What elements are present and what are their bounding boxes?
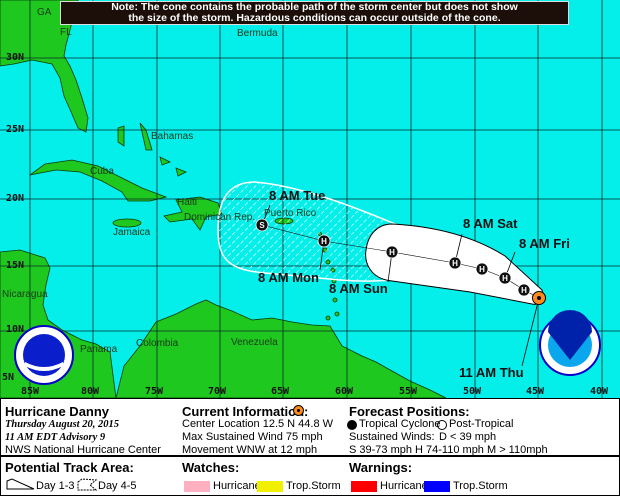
watches-title: Watches: [182,460,240,475]
place-panama: Panama [80,344,118,355]
lon-label: 55W [399,386,418,397]
noaa-logo [539,310,601,376]
forecast-point-symbol: H [502,274,508,283]
forecast-label-thu: 11 AM Thu [459,365,524,380]
place-nicaragua: Nicaragua [2,289,48,300]
day-1-3-label: Day 1-3 [36,480,75,492]
lon-label: 50W [463,386,482,397]
center-location: Center Location 12.5 N 44.8 W [182,418,334,430]
forecast-point-h: H [517,283,531,297]
lon-label: 65W [271,386,290,397]
forecast-label-sat: 8 AM Sat [463,216,518,231]
warnings-title: Warnings: [349,460,413,475]
lat-label: 20N [6,193,25,204]
warning-hurricane-swatch [351,481,377,492]
track-area-title: Potential Track Area: [5,460,134,475]
advisory-number: 11 AM EDT Advisory 9 [5,432,106,443]
place-haiti: Haiti [177,197,198,208]
forecast-point-h: H [317,234,331,248]
watch-hurricane-swatch [184,481,210,492]
land-south-america [115,299,447,398]
post-tropical-label: Post-Tropical [449,418,514,430]
lat-label: 10N [6,324,25,335]
place-dominican-rep: Dominican Rep. [184,212,256,223]
lon-label: 85W [21,386,40,397]
day-1-3-cone-icon [6,478,35,490]
forecast-label-fri: 8 AM Fri [519,236,570,251]
sustained-winds-label: Sustained Winds: [349,431,435,443]
forecast-map: H H H H H H S [0,0,620,398]
forecast-point-h: H [448,256,462,270]
place-venezuela: Venezuela [231,337,278,348]
forecast-positions-title: Forecast Positions: [349,404,470,419]
forecast-point-symbol: H [321,237,327,246]
current-position-marker [532,291,546,305]
tropical-cyclone-icon [347,420,357,430]
lon-label: 60W [335,386,354,397]
warning-tropical-storm-swatch [424,481,450,492]
forecast-point-symbol: S [259,221,265,230]
nws-logo [14,325,74,385]
place-bermuda: Bermuda [237,28,278,39]
lon-label: 75W [145,386,164,397]
lat-label: 15N [6,260,25,271]
legend-panel: Hurricane Danny Thursday August 20, 2015… [0,398,620,496]
watch-hurricane-label: Hurricane [213,480,261,492]
place-colombia: Colombia [136,338,179,349]
max-sustained-wind: Max Sustained Wind 75 mph [182,431,323,443]
place-fl: FL [60,27,72,38]
forecast-label-sun: 8 AM Sun [329,281,388,296]
place-cuba: Cuba [90,166,114,177]
cone-day-4-5 [217,181,401,282]
warning-tropical-storm-label: Trop.Storm [453,480,508,492]
place-jamaica: Jamaica [113,227,151,238]
land-hispaniola [163,196,223,231]
current-info-title: Current Information: [182,404,309,419]
legend-divider [1,455,619,457]
movement: Movement WNW at 12 mph [182,444,318,456]
forecast-label-tue: 8 AM Tue [269,188,326,203]
lon-label: 70W [208,386,227,397]
land-southeast-us [0,0,89,133]
post-tropical-icon [437,420,447,430]
warning-hurricane-label: Hurricane [380,480,428,492]
land-jamaica [112,218,142,228]
forecast-label-mon: 8 AM Mon [258,270,319,285]
place-puerto-rico: Puerto Rico [264,208,317,219]
forecast-point-s: S [255,218,269,232]
forecast-point-symbol: H [521,286,527,295]
forecast-point-symbol: H [452,259,458,268]
forecast-point-h: H [498,271,512,285]
lon-label: 45W [526,386,545,397]
wind-categories: S 39-73 mph H 74-110 mph M > 110mph [349,444,548,456]
forecast-point-h: H [385,245,399,259]
tropical-cyclone-label: Tropical Cyclone [359,418,441,430]
land-bahamas [117,122,187,177]
lon-label: 40W [590,386,609,397]
forecast-point-h: H [475,262,489,276]
day-4-5-cone-icon [77,478,98,491]
issuing-center: NWS National Hurricane Center [5,444,161,456]
advisory-date: Thursday August 20, 2015 [5,419,119,430]
lon-label: 80W [81,386,100,397]
note-line-1: Note: The cone contains the probable pat… [111,1,518,13]
forecast-point-symbol: H [479,265,485,274]
lat-label: 5N [2,372,15,383]
place-ga: GA [37,7,52,18]
storm-name: Hurricane Danny [5,404,110,419]
wind-category-d: D < 39 mph [439,431,497,443]
note-line-2: the size of the storm. Hazardous conditi… [128,12,501,24]
current-position-icon [293,405,304,416]
watch-tropical-storm-swatch [257,481,283,492]
cone-disclaimer-note: Note: The cone contains the probable pat… [60,1,569,25]
lat-label: 25N [6,124,25,135]
lat-label: 30N [6,52,25,63]
forecast-point-symbol: H [389,248,395,257]
lat-lon-grid [0,0,620,398]
watch-tropical-storm-label: Trop.Storm [286,480,341,492]
day-4-5-label: Day 4-5 [98,480,137,492]
place-bahamas: Bahamas [151,131,194,142]
